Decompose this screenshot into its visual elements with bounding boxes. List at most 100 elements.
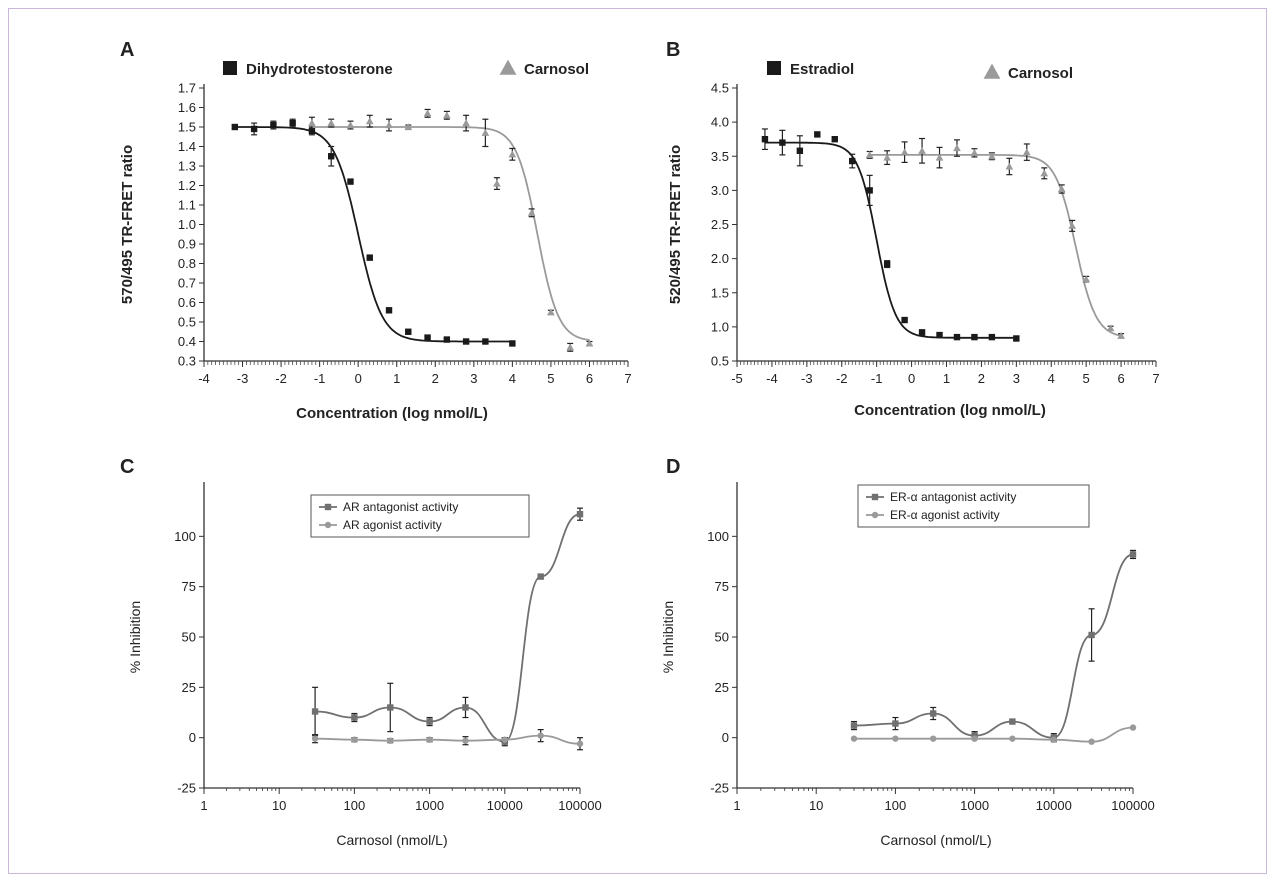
data-point: [971, 735, 978, 742]
y-tick-label: 0.7: [178, 276, 196, 291]
y-tick-label: 2.5: [711, 217, 729, 232]
data-point: [462, 737, 469, 744]
data-point: [892, 720, 899, 727]
x-tick-label: -5: [731, 371, 743, 386]
x-tick-label: 2: [978, 371, 985, 386]
x-tick-label: 7: [1152, 371, 1159, 386]
data-point: [988, 333, 996, 341]
y-tick-label: 4.5: [711, 81, 729, 96]
data-point: [900, 148, 909, 156]
series-er-antagonist-activity: [850, 549, 1137, 743]
y-tick-label: 0: [722, 730, 729, 745]
data-point: [1129, 724, 1137, 731]
data-point: [866, 187, 873, 194]
data-point: [270, 121, 277, 129]
data-point: [935, 153, 944, 161]
y-axis-title: 570/495 TR-FRET ratio: [119, 145, 136, 304]
legend-marker: [983, 63, 1001, 79]
series-er-agonist-activity: [850, 724, 1137, 745]
data-point: [385, 121, 393, 129]
data-point: [346, 121, 355, 129]
x-tick-label: 5: [1083, 371, 1090, 386]
y-tick-label: 0.4: [178, 334, 196, 349]
data-point: [585, 339, 594, 347]
legend-marker: [871, 493, 879, 501]
data-point: [970, 148, 979, 156]
y-tick-label: 1.6: [178, 100, 196, 115]
x-axis-title: Carnosol (nmol/L): [336, 832, 447, 848]
y-tick-label: 1.2: [178, 178, 196, 193]
y-tick-label: 1.0: [178, 217, 196, 232]
y-tick-label: 0: [189, 730, 196, 745]
series-line: [315, 734, 581, 745]
panel-d: D -25 0 25 50 75 100 1 10 100 1000 10000 100000 Carno…: [660, 456, 1155, 848]
data-point: [308, 127, 316, 135]
x-tick-label: -1: [314, 371, 326, 386]
data-point: [929, 710, 937, 717]
legend-label: Dihydrotestosterone: [246, 61, 393, 78]
data-point: [462, 704, 469, 711]
data-point: [351, 736, 358, 743]
fit-curve: [869, 154, 1122, 337]
data-point: [849, 157, 856, 165]
data-point: [1022, 148, 1031, 156]
data-point: [442, 111, 451, 119]
data-point: [1088, 631, 1095, 639]
y-axis-title: % Inhibition: [127, 601, 143, 673]
data-point: [365, 117, 374, 125]
data-point: [351, 714, 358, 721]
data-point: [1106, 324, 1115, 332]
panel-letter: D: [666, 456, 680, 478]
data-point: [936, 331, 943, 339]
y-tick-label: 100: [707, 529, 729, 544]
x-tick-label: 7: [624, 371, 631, 386]
x-tick-label: 0: [908, 371, 915, 386]
data-point: [423, 109, 432, 117]
legend-marker: [223, 61, 237, 75]
x-tick-label: 10: [272, 798, 286, 813]
y-tick-label: -25: [710, 781, 729, 796]
panel-letter: A: [120, 39, 134, 61]
y-tick-label: 50: [182, 630, 196, 645]
x-tick-label: 1: [943, 371, 950, 386]
x-tick-label: 10000: [1036, 798, 1072, 813]
fit-curve: [234, 126, 513, 343]
y-tick-label: 1.5: [711, 285, 729, 300]
x-tick-label: 3: [470, 371, 477, 386]
legend-label: ER-α agonist activity: [890, 508, 1000, 522]
figure-frame: [8, 8, 1267, 874]
data-point: [493, 179, 501, 187]
data-point: [566, 343, 575, 351]
data-point: [929, 735, 937, 742]
data-point: [547, 308, 555, 316]
data-point: [1050, 736, 1058, 743]
panel-letter: C: [120, 456, 134, 478]
data-point: [482, 338, 489, 345]
legend-marker: [767, 61, 781, 75]
panel-b: B 0.5 1.0 1.5 2.0 2.5 3.0 3.5 4.0 4.5 -5 -4 -3 -2 -1 0 1…: [666, 39, 1160, 419]
data-point: [883, 153, 891, 161]
data-point: [1057, 185, 1066, 193]
data-point: [387, 704, 394, 711]
data-point: [426, 736, 433, 743]
fit-curve: [311, 126, 590, 341]
y-tick-label: 1.7: [178, 81, 196, 96]
data-point: [443, 336, 451, 343]
y-tick-label: 0.5: [711, 354, 729, 369]
series-estradiol: [761, 128, 1020, 342]
y-tick-label: 50: [715, 630, 729, 645]
legend-item: Dihydrotestosterone: [223, 61, 393, 78]
data-point: [988, 152, 996, 160]
x-tick-label: 5: [547, 371, 554, 386]
legend-label: Carnosol: [1008, 65, 1073, 82]
data-point: [971, 333, 978, 341]
data-point: [289, 119, 296, 127]
legend: ER-α antagonist activity ER-α agonist act…: [857, 484, 1090, 528]
data-point: [424, 334, 431, 341]
data-point: [509, 340, 516, 347]
data-point: [883, 260, 891, 268]
legend-item: Estradiol: [767, 61, 854, 78]
data-point: [387, 737, 394, 744]
y-tick-label: 1.0: [711, 319, 729, 334]
data-point: [814, 131, 821, 138]
